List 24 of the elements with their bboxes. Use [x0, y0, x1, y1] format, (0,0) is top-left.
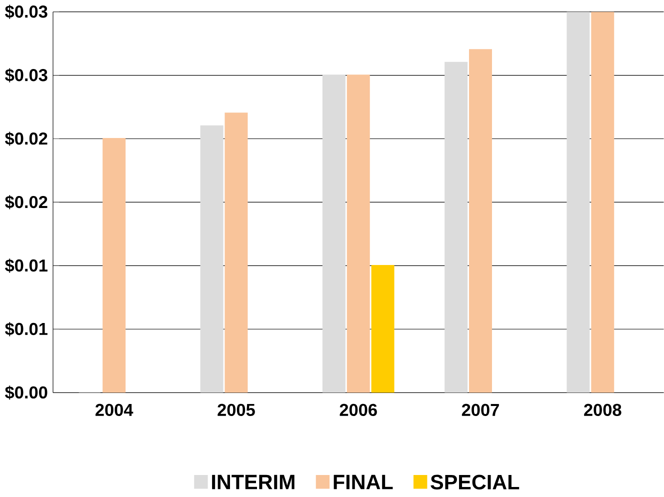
bar	[469, 49, 492, 393]
legend-label: FINAL	[334, 474, 393, 490]
y-tick-label: $0.02	[5, 195, 48, 210]
bar	[224, 112, 248, 393]
bar	[200, 125, 224, 393]
bar	[322, 74, 346, 393]
y-tick-label: $0.00	[5, 385, 48, 400]
x-tick-label: 2008	[584, 404, 622, 416]
legend-label: INTERIM	[212, 474, 294, 490]
bar	[102, 138, 126, 393]
bar	[566, 12, 590, 393]
x-tick-label: 2006	[340, 404, 377, 416]
x-tick-label: 2005	[218, 404, 255, 416]
y-tick-label: $0.02	[5, 132, 48, 146]
x-tick-label: 2007	[462, 404, 499, 416]
y-tick-label: $0.01	[5, 322, 48, 336]
y-tick-label: $0.03	[5, 4, 48, 19]
y-tick-label: $0.01	[5, 258, 48, 273]
bar	[444, 62, 468, 393]
bar	[346, 74, 370, 393]
legend-label: SPECIAL	[430, 474, 520, 490]
bar	[591, 12, 614, 393]
y-tick-label: $0.03	[5, 68, 48, 82]
x-tick-label: 2004	[96, 404, 134, 416]
